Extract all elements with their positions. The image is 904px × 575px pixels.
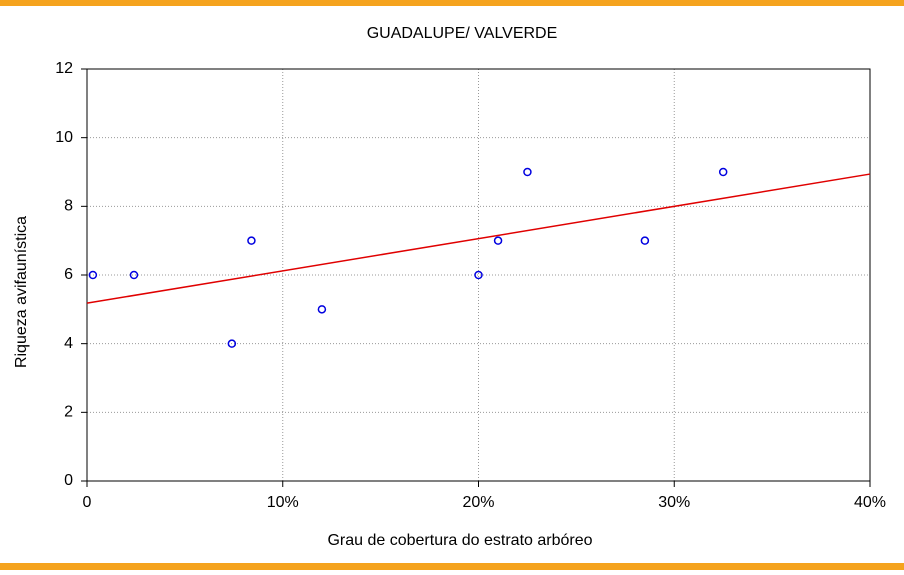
- y-axis-label: Riqueza avifaunística: [13, 216, 30, 368]
- point: [317, 305, 327, 314]
- chart-title: GUADALUPE/ VALVERDE: [367, 25, 558, 42]
- x-tick-label: 30%: [658, 494, 690, 511]
- point: [474, 270, 483, 280]
- point: [129, 270, 139, 280]
- top-border: [0, 0, 904, 6]
- point: [640, 236, 650, 245]
- x-tick-label: 0: [83, 494, 92, 511]
- x-tick-label: 10%: [267, 494, 299, 511]
- y-tick-label: 4: [64, 335, 73, 352]
- bottom-border: [0, 563, 904, 570]
- point: [493, 236, 503, 245]
- point: [247, 236, 256, 245]
- point: [523, 167, 532, 177]
- point: [718, 167, 728, 177]
- y-tick-label: 12: [55, 60, 73, 77]
- x-tick-label: 20%: [462, 494, 494, 511]
- point: [88, 270, 98, 280]
- y-tick-label: 10: [55, 129, 73, 146]
- plot-frame: [86, 68, 871, 482]
- y-tick-label: 2: [64, 404, 73, 421]
- y-tick-label: 0: [64, 472, 73, 489]
- regression-line: [86, 173, 871, 304]
- y-tick-label: 6: [64, 266, 73, 283]
- point: [227, 339, 237, 348]
- x-tick-label: 40%: [854, 494, 886, 511]
- y-tick-label: 8: [64, 198, 73, 215]
- x-axis-label: Grau de cobertura do estrato arbóreo: [327, 532, 592, 549]
